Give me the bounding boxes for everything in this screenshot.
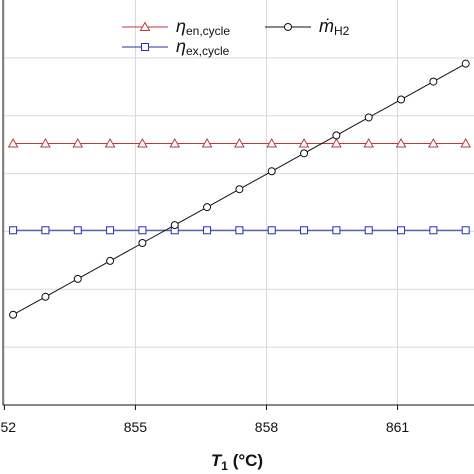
marker: [203, 203, 212, 212]
x-tick-label: 861: [386, 419, 410, 435]
marker: [364, 226, 373, 235]
marker: [73, 226, 82, 235]
marker: [332, 226, 341, 235]
legend-label: ηen,cycle: [176, 16, 230, 38]
marker: [266, 137, 278, 148]
legend-marker: [141, 43, 149, 51]
marker: [106, 256, 115, 265]
x-tick-label: 858: [255, 419, 279, 435]
marker: [41, 226, 50, 235]
marker: [138, 239, 147, 247]
marker: [201, 137, 213, 148]
marker: [170, 221, 179, 230]
marker: [41, 292, 50, 301]
marker: [7, 137, 19, 148]
marker: [234, 137, 245, 148]
marker: [9, 226, 18, 235]
marker: [106, 226, 115, 235]
marker: [460, 137, 472, 148]
marker: [298, 137, 310, 148]
marker: [235, 185, 244, 194]
marker: [428, 137, 439, 148]
marker: [300, 149, 309, 158]
marker: [429, 226, 438, 235]
marker: [300, 226, 309, 235]
marker: [332, 131, 341, 140]
marker: [461, 59, 470, 68]
marker: [9, 310, 18, 319]
marker: [331, 137, 342, 148]
marker: [395, 137, 407, 148]
marker: [267, 226, 276, 235]
legend-marker: [139, 21, 151, 31]
marker: [364, 113, 373, 122]
x-tick-label: 852: [0, 419, 16, 435]
marker: [138, 226, 147, 235]
marker: [461, 226, 470, 235]
marker: [397, 226, 406, 235]
marker: [203, 226, 212, 235]
marker: [363, 137, 375, 148]
marker: [429, 77, 438, 86]
marker: [169, 137, 181, 148]
marker: [267, 167, 276, 176]
legend-label: ηex,cycle: [176, 36, 230, 58]
legend-marker: [284, 23, 292, 31]
marker: [72, 137, 84, 148]
marker: [235, 226, 244, 235]
x-tick-label: 855: [124, 419, 148, 435]
legend-label: ṁH2: [319, 16, 350, 38]
marker: [73, 274, 82, 283]
marker: [40, 137, 51, 148]
marker: [137, 137, 148, 148]
x-axis-label: T1 (°C): [211, 451, 263, 473]
marker: [104, 137, 116, 148]
marker: [397, 95, 406, 104]
